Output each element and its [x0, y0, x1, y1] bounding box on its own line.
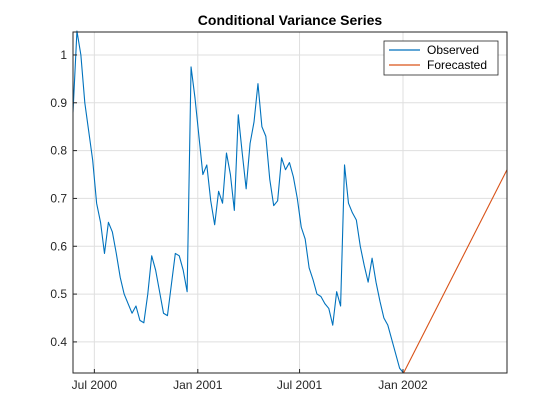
y-tick-label: 0.5	[50, 287, 67, 301]
y-tick-label: 0.6	[50, 239, 67, 253]
y-tick-label: 0.8	[50, 144, 67, 158]
legend-label-observed: Observed	[427, 43, 479, 57]
plot-area-border	[72, 31, 508, 374]
x-tick-label: Jul 2000	[72, 378, 118, 392]
y-tick-label: 0.4	[50, 335, 67, 349]
x-tick-label: Jul 2001	[277, 378, 323, 392]
x-tick-label: Jan 2002	[378, 378, 428, 392]
y-tick-label: 0.9	[50, 96, 67, 110]
legend-box	[383, 40, 499, 76]
chart-title: Conditional Variance Series	[198, 12, 383, 28]
y-tick-label: 1	[60, 48, 67, 62]
series-line-observed	[72, 30, 404, 374]
y-tick-label: 0.7	[50, 191, 67, 205]
x-tick-label: Jan 2001	[173, 378, 223, 392]
legend-label-forecasted: Forecasted	[427, 58, 487, 72]
series-line-forecasted	[403, 169, 508, 374]
